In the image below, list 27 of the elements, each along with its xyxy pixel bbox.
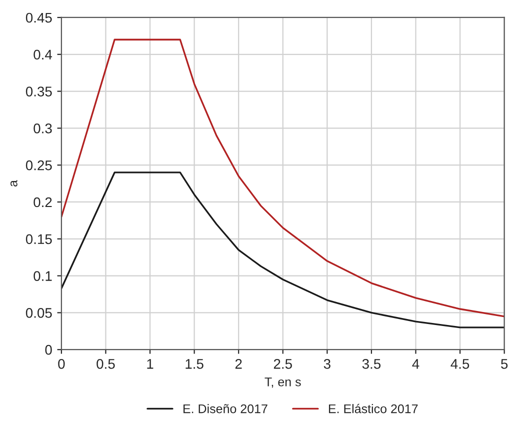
- x-tick-label: 5: [501, 359, 508, 369]
- y-tick-label: 0.2: [34, 197, 52, 208]
- x-tick-label: 0: [58, 358, 65, 369]
- x-tick-label: 3.5: [362, 358, 381, 369]
- x-tick-label: 1.5: [186, 359, 204, 369]
- y-tick-label: 0.15: [26, 234, 52, 244]
- y-tick-label: 0.4: [34, 50, 52, 60]
- x-tick-label: 2.5: [274, 358, 292, 369]
- legend-label: E. Diseño 2017: [184, 404, 268, 414]
- y-axis-title: a: [10, 180, 18, 186]
- y-tick-label: 0.3: [34, 124, 52, 134]
- x-tick-label: 4: [412, 359, 420, 369]
- line-series: [61, 172, 504, 328]
- y-tick-label: 0.05: [26, 308, 52, 318]
- x-tick-label: 1: [147, 359, 154, 369]
- y-tick-label: 0.25: [26, 160, 52, 170]
- line-series: [61, 38, 504, 318]
- y-tick-label: 0: [45, 344, 52, 355]
- x-tick-label: 0.5: [96, 358, 115, 369]
- x-axis-title: T, en s: [264, 378, 301, 388]
- x-tick-label: 2: [235, 358, 242, 369]
- x-tick-label: 3: [324, 358, 330, 369]
- y-tick-label: 0.1: [34, 271, 52, 281]
- y-tick-label: 0.45: [26, 12, 52, 23]
- x-tick-label: 4.5: [450, 359, 470, 369]
- y-tick-label: 0.35: [26, 86, 52, 96]
- legend-label: E. Elástico 2017: [328, 404, 418, 414]
